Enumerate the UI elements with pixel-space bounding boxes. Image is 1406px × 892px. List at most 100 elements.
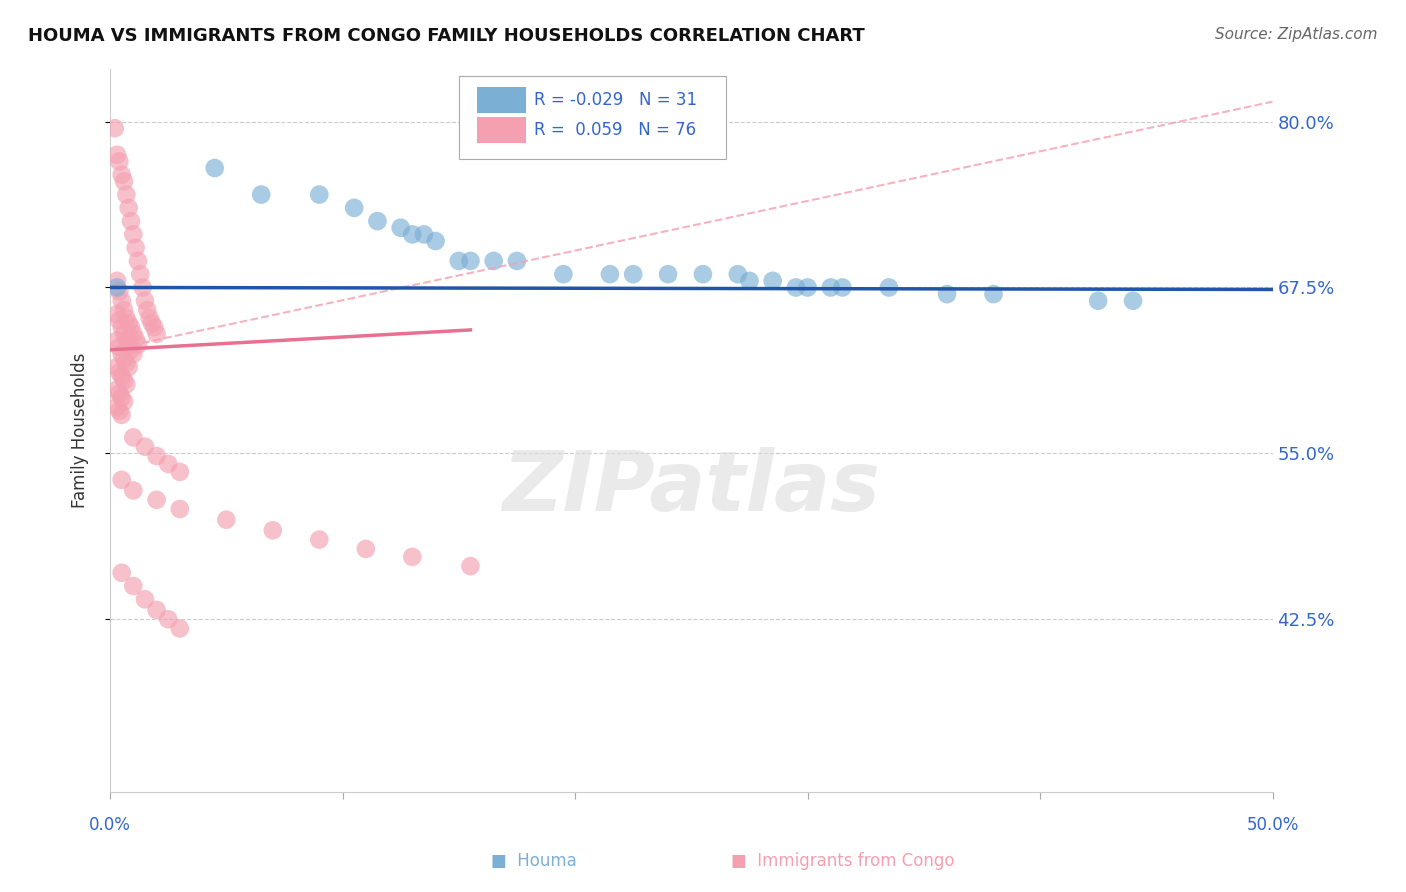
Point [308,533,330,547]
Point [111,168,134,182]
FancyBboxPatch shape [478,87,526,112]
Point [936,287,959,301]
Point [108,285,131,299]
Point [983,287,1005,301]
Text: ■  Houma: ■ Houma [492,852,576,870]
Point [105,334,128,348]
Point [131,280,153,294]
Text: Source: ZipAtlas.com: Source: ZipAtlas.com [1215,27,1378,42]
Point [145,449,167,463]
Point [460,559,482,574]
Point [124,332,146,346]
Point [105,383,128,397]
Text: 0.0%: 0.0% [89,815,131,834]
Point [145,603,167,617]
Point [112,174,135,188]
Point [738,274,761,288]
Point [389,220,412,235]
Point [134,293,156,308]
Point [169,465,191,479]
Point [111,293,134,308]
Point [143,320,166,334]
Point [599,267,621,281]
Point [727,267,749,281]
Point [108,404,131,418]
Point [215,513,238,527]
Point [115,310,138,325]
Point [118,201,141,215]
Point [127,254,149,268]
Point [553,267,575,281]
Point [308,187,330,202]
Point [111,369,134,384]
Point [820,280,842,294]
Point [169,622,191,636]
FancyBboxPatch shape [478,117,526,143]
Point [354,541,377,556]
Point [111,408,134,422]
Point [112,373,135,387]
Point [108,365,131,379]
Point [401,227,423,242]
Point [111,320,134,334]
Point [112,303,135,318]
Text: ■  Immigrants from Congo: ■ Immigrants from Congo [731,852,955,870]
Point [122,579,145,593]
Point [122,483,145,498]
Point [112,326,135,341]
Point [1087,293,1109,308]
Point [108,340,131,354]
Point [134,440,156,454]
Point [138,310,160,325]
Point [447,254,470,268]
Point [104,121,127,136]
Point [785,280,807,294]
Point [112,394,135,409]
Text: R = -0.029   N = 31: R = -0.029 N = 31 [534,91,697,109]
Point [111,391,134,405]
Point [145,326,167,341]
Text: ZIPatlas: ZIPatlas [502,448,880,528]
Point [831,280,853,294]
Point [796,280,818,294]
Point [105,360,128,375]
Point [105,400,128,414]
Point [105,274,128,288]
Point [111,566,134,580]
Point [122,227,145,242]
Point [157,457,180,471]
Point [127,337,149,351]
Point [250,187,273,202]
Point [122,326,145,341]
Point [115,377,138,392]
Point [425,234,447,248]
Point [122,347,145,361]
Point [112,352,135,367]
Point [124,241,146,255]
Point [506,254,529,268]
Point [877,280,900,294]
Point [169,502,191,516]
FancyBboxPatch shape [458,76,725,159]
Point [118,316,141,330]
Point [460,254,482,268]
Point [115,356,138,370]
Y-axis label: Family Households: Family Households [72,352,89,508]
Point [145,492,167,507]
Point [118,337,141,351]
Point [105,307,128,321]
Point [108,386,131,401]
Point [366,214,388,228]
Point [129,267,152,281]
Point [120,343,142,357]
Point [141,316,163,330]
Point [108,154,131,169]
Text: HOUMA VS IMMIGRANTS FROM CONGO FAMILY HOUSEHOLDS CORRELATION CHART: HOUMA VS IMMIGRANTS FROM CONGO FAMILY HO… [28,27,865,45]
Text: 50.0%: 50.0% [1246,815,1299,834]
Point [115,187,138,202]
Text: R =  0.059   N = 76: R = 0.059 N = 76 [534,121,696,139]
Point [122,430,145,444]
Point [115,332,138,346]
Point [120,214,142,228]
Point [262,524,284,538]
